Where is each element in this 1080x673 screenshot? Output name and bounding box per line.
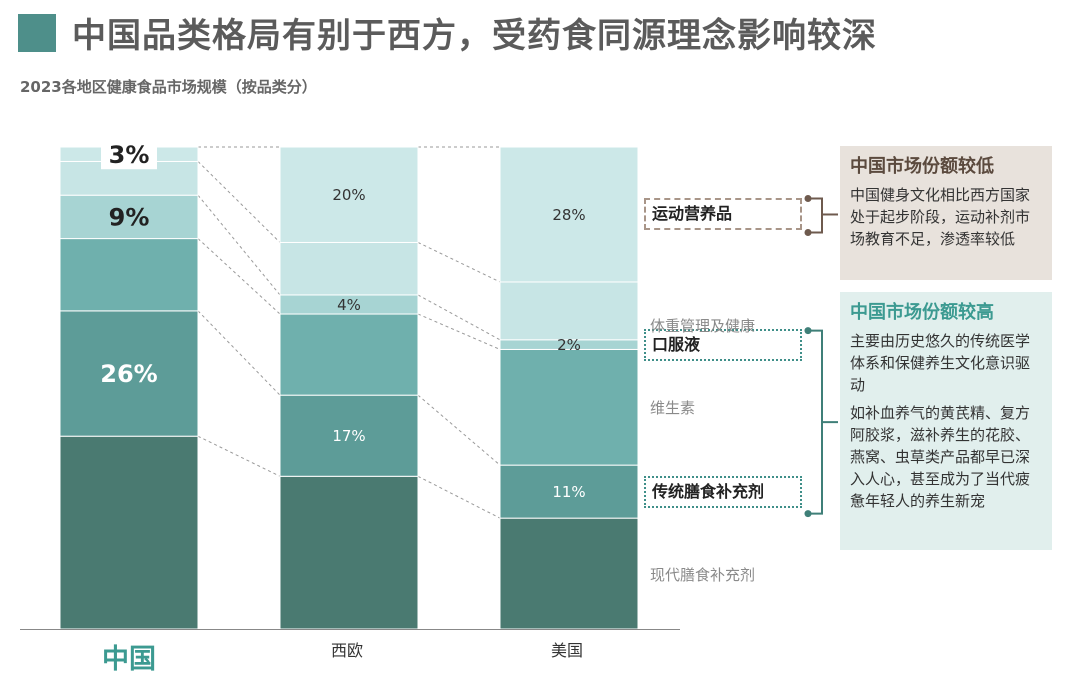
highlighted-series-label: 运动营养品 [644,198,802,231]
data-label: 28% [552,206,585,224]
bar-segment [59,310,199,437]
data-label: 11% [552,483,585,501]
high-share-bracket-dot [804,510,812,518]
high-share-text-1: 主要由历史悠久的传统医学体系和保健养生文化意识驱动 [850,332,1031,394]
category-label: 中国 [102,644,156,673]
highlighted-series-label: 口服液 [644,328,802,361]
low-share-bracket-dot [804,194,812,202]
bar-segment [59,194,199,240]
bar-segment [499,281,639,341]
high-share-text-2: 如补血养气的黄芪精、复方阿胶浆，滋补养生的花胶、燕窝、虫草类产品都早已深入人心，… [850,404,1031,510]
connector-line [417,313,501,350]
data-label: 4% [337,296,361,314]
low-share-panel: 中国市场份额较低 中国健身文化相比西方国家处于起步阶段，运动补剂市场教育不足，渗… [840,146,1052,280]
connector-line [197,435,281,477]
data-label: 17% [332,427,365,445]
category-label: 西欧 [331,641,363,660]
bar-segment [279,241,419,296]
bar-segment [59,435,199,630]
data-label-bg [101,139,157,170]
connector-line [197,194,281,296]
series-label: 现代膳食补充剂 [650,565,756,584]
connector-line [197,238,281,315]
series-label: 维生素 [650,399,696,418]
high-share-panel: 中国市场份额较高 主要由历史悠久的传统医学体系和保健养生文化意识驱动 如补血养气… [840,292,1052,550]
low-share-text: 中国健身文化相比西方国家处于起步阶段，运动补剂市场教育不足，渗透率较低 [850,186,1031,248]
chart-subtitle: 2023各地区健康食品市场规模（按品类分） [20,78,317,96]
high-share-bracket-dot [804,327,812,335]
bar-segment [279,475,419,630]
low-share-bracket-dot [804,228,812,236]
bar-segment [279,394,419,477]
connector-line [197,161,281,243]
connector-line [417,294,501,341]
data-label: 9% [109,204,150,232]
bar-segment [499,348,639,466]
bar-segment [279,313,419,396]
high-share-bracket [808,329,823,515]
bar-segment [279,146,419,243]
title-color-block [18,14,56,52]
low-share-title: 中国市场份额较低 [850,156,994,177]
low-share-bracket [808,197,823,234]
connector-line [197,310,281,396]
data-label: 20% [332,186,365,204]
bar-segment [59,238,199,312]
data-label: 3% [109,141,150,169]
connector-line [417,475,501,519]
series-label: 体重管理及健康 [650,316,756,335]
connector-line [417,241,501,283]
data-label: 26% [100,360,157,388]
bar-segment [499,146,639,283]
connector-line [417,394,501,466]
high-share-title: 中国市场份额较高 [850,302,994,323]
bar-segment [499,517,639,630]
page-title: 中国品类格局有别于西方，受药食同源理念影响较深 [72,16,877,56]
highlighted-series-label: 传统膳食补充剂 [644,475,802,508]
data-label: 2% [557,336,581,354]
category-label: 美国 [551,641,583,660]
